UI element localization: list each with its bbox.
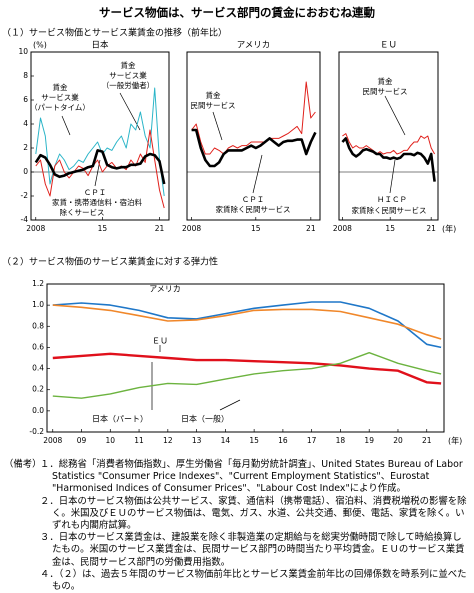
annotation: 賃金 (121, 60, 136, 70)
annotation: ＣＰＩ (84, 188, 107, 197)
y-tick-label: 10 (18, 47, 28, 56)
x-tick-label: 2008 (26, 224, 45, 233)
data-line (342, 133, 436, 155)
plot-frame (46, 283, 445, 433)
x-tick-label: 13 (192, 436, 202, 445)
x-tick-label: 15 (98, 224, 108, 233)
notes-label: （備考） (4, 459, 42, 470)
x-tick-label: 2008 (43, 436, 62, 445)
x-tick-label: 15 (249, 436, 259, 445)
y-tick-label: 2 (23, 143, 28, 152)
data-line (34, 149, 166, 185)
data-line (341, 137, 436, 182)
annotation: ＣＰＩ (242, 195, 265, 204)
data-line (35, 87, 165, 197)
x-tick-label: 15 (251, 224, 261, 233)
y-tick-label: -0.2 (29, 427, 44, 436)
y-tick-label: 1.2 (32, 279, 44, 288)
y-tick-label: 0.4 (32, 364, 44, 373)
x-unit: (年) (448, 436, 462, 446)
y-tick-label: 0 (23, 167, 28, 176)
annotation: 賃金 (206, 90, 221, 100)
x-tick-label: 2008 (182, 224, 201, 233)
x-tick-label: 19 (364, 436, 374, 445)
data-line (52, 352, 442, 399)
y-tick-label: 1.0 (32, 300, 44, 309)
annotation: ＨＩＣＰ (377, 195, 407, 204)
x-tick-label: 2008 (333, 224, 352, 233)
annotation: 民間サービス (363, 87, 408, 96)
x-tick-label: 21 (426, 224, 436, 233)
x-tick-label: 20 (393, 436, 403, 445)
section-title: （１）サービス物価とサービス業賃金の推移（前年比） (2, 27, 227, 39)
y-tick-label: 0.8 (32, 321, 44, 330)
figure: サービス物価は、サービス部門の賃金におおむね連動 （１）サービス物価とサービス業… (2, 6, 462, 446)
annotation: アメリカ (149, 285, 181, 294)
y-tick-label: -4 (21, 215, 29, 224)
notes: （備考） １．総務省「消費者物価指数」、厚生労働省「毎月勤労統計調査」、Unit… (4, 459, 470, 593)
annotation-arrows (61, 92, 406, 411)
note: １．総務省「消費者物価指数」、厚生労働省「毎月勤労統計調査」、United St… (40, 459, 463, 495)
annotation: 日本（一般） (181, 414, 229, 424)
x-tick-label: 12 (163, 436, 173, 445)
data-line (191, 81, 316, 155)
note: ４．（２）は、過去５年間のサービス物価前年比とサービス業賃金前年比の回帰係数を時… (40, 568, 467, 593)
note: ２．日本のサービス物価は公共サービス、家賃、通信料（携帯電話）、宿泊料、消費税増… (40, 495, 467, 532)
x-tick-label: 21 (422, 436, 432, 445)
y-unit: (%) (33, 41, 47, 50)
panel-title: アメリカ (237, 41, 271, 51)
y-tick-label: 0.6 (32, 342, 44, 351)
x-tick-label: 17 (307, 436, 317, 445)
x-tick-label: 15 (385, 224, 395, 233)
plot-frame (30, 51, 170, 221)
annotation: （一般労働者） (102, 80, 155, 90)
x-tick-label: 18 (336, 436, 346, 445)
annotation: 家賃除く民間サービス (216, 204, 291, 214)
plot-frame (186, 51, 321, 221)
y-tick-label: 6 (23, 95, 28, 104)
annotation: 家賃除く民間サービス (352, 205, 427, 215)
y-tick-label: 4 (23, 119, 28, 128)
annotation: 家賃・携帯通信料・宿泊料 (52, 197, 142, 207)
y-tick-label: 0.0 (32, 406, 44, 415)
data-line (52, 304, 442, 340)
panel-title: 日本 (91, 40, 109, 51)
x-tick-label: 16 (278, 436, 288, 445)
x-tick-label: 09 (77, 436, 87, 445)
annotation: ＥＵ (152, 337, 168, 346)
section-title: （２）サービス物価のサービス業賃金に対する弾力性 (2, 256, 218, 268)
annotation: サービス業 (109, 70, 147, 80)
annotation: 賃金 (378, 76, 393, 86)
note: ３．日本のサービス業賃金は、建設業を除く非製造業の定期給与を総実労働時間で除して… (40, 532, 465, 568)
annotation: 日本（パート） (92, 414, 148, 424)
x-unit: (年) (442, 224, 456, 234)
x-tick-label: 11 (134, 436, 144, 445)
figure-title: サービス物価は、サービス部門の賃金におおむね連動 (99, 6, 375, 20)
y-tick-label: -2 (21, 191, 29, 200)
annotation: 民間サービス (191, 101, 236, 110)
x-tick-label: 10 (106, 436, 116, 445)
annotation: 賃金 (53, 82, 68, 92)
y-tick-label: 8 (23, 71, 28, 80)
data-line (52, 352, 442, 385)
data-line (191, 128, 317, 168)
x-tick-label: 21 (155, 224, 165, 233)
data-line (52, 301, 442, 349)
annotation: 除くサービス (60, 207, 105, 217)
x-tick-label: 21 (306, 224, 316, 233)
x-tick-label: 14 (221, 436, 231, 445)
annotation: サービス業 (41, 92, 79, 102)
panel-title: ＥＵ (380, 41, 397, 51)
plot-frame (338, 51, 439, 221)
y-tick-label: 0.2 (32, 385, 44, 394)
annotation: （パートタイム） (30, 103, 90, 112)
